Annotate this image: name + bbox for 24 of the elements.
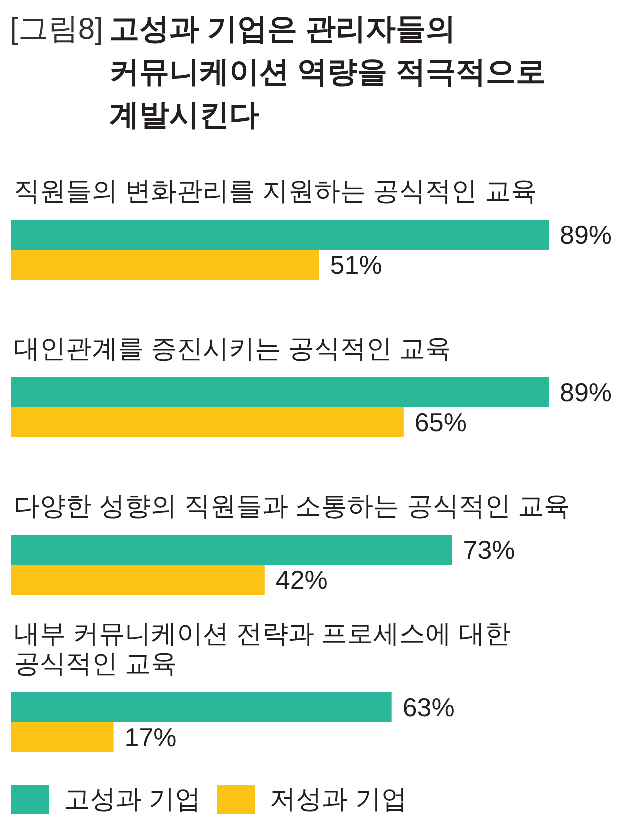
y-tick-label: 대인관계를 증진시키는 공식적인 교육 xyxy=(14,333,452,364)
bar xyxy=(11,408,404,438)
bar xyxy=(11,250,320,280)
data-label: 89% xyxy=(560,378,612,408)
data-label: 65% xyxy=(414,408,467,438)
bar xyxy=(11,692,392,722)
bar xyxy=(11,220,549,250)
bar xyxy=(11,722,114,752)
data-label: 73% xyxy=(463,535,516,566)
chart-title: 고성과 기업은 관리자들의 커뮤니케이션 역량을 적극적으로 계발시킨다 xyxy=(109,12,548,134)
data-label: 17% xyxy=(124,722,177,753)
bar xyxy=(11,378,549,408)
text: [그림8] xyxy=(10,12,104,48)
bar xyxy=(11,535,452,565)
y-tick-label: 직원들의 변화관리를 지원하는 공식적인 교육 xyxy=(14,176,537,206)
data-label: 42% xyxy=(276,565,328,596)
y-tick-label: 다양한 성향의 직원들과 소통하는 공식적인 교육 xyxy=(14,490,570,521)
legend-label: 고성과 기업 xyxy=(64,784,202,814)
data-label: 51% xyxy=(330,250,382,280)
bar xyxy=(11,565,265,595)
data-label: 63% xyxy=(402,692,455,723)
y-tick-label: 내부 커뮤니케이션 전략과 프로세스에 대한 공식적인 교육 xyxy=(14,618,511,678)
legend-label: 저성과 기업 xyxy=(270,784,408,814)
data-label: 89% xyxy=(560,220,612,250)
